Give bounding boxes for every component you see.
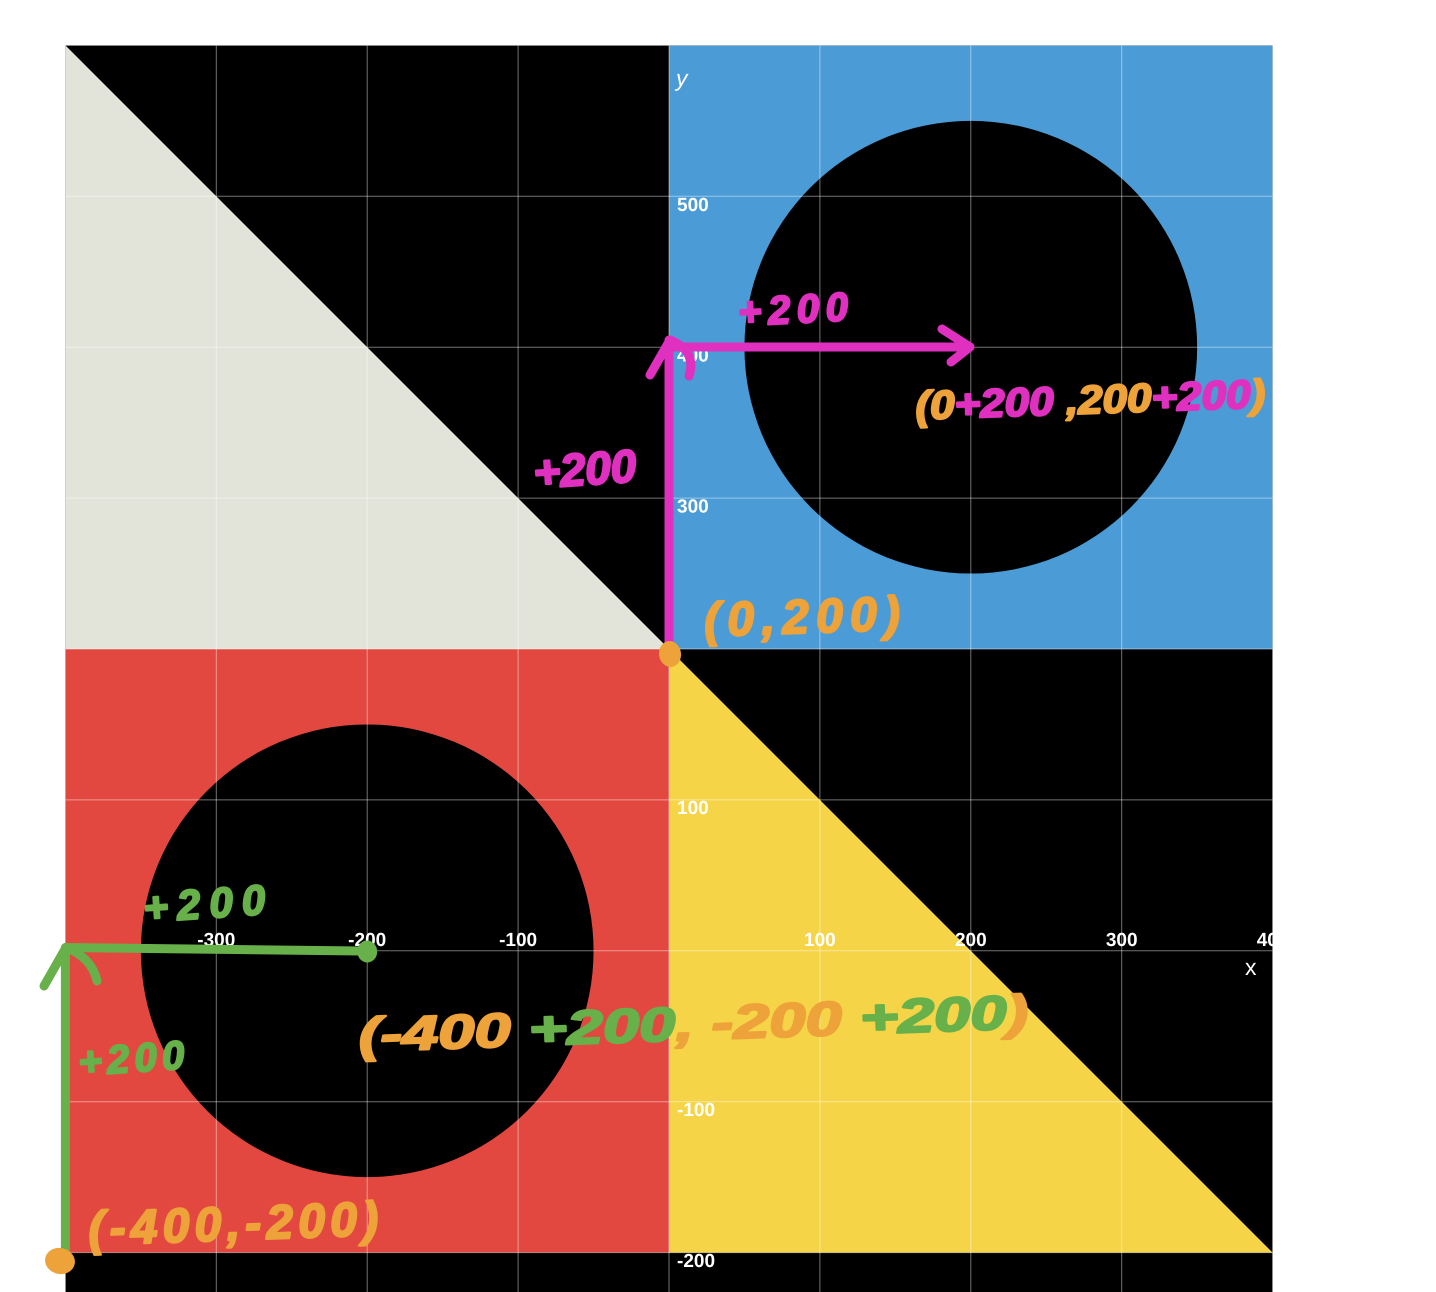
svg-text:-200: -200 (677, 1251, 715, 1272)
svg-text:x: x (1245, 954, 1257, 980)
svg-text:+200: +200 (531, 439, 638, 498)
svg-text:500: 500 (677, 195, 709, 216)
svg-text:-100: -100 (677, 1100, 715, 1121)
svg-text:(0,200): (0,200) (703, 588, 901, 648)
svg-text:100: 100 (804, 930, 836, 951)
svg-text:200: 200 (955, 930, 987, 951)
svg-text:(-400,-200): (-400,-200) (87, 1193, 379, 1256)
svg-text:100: 100 (677, 798, 709, 819)
svg-text:y: y (674, 65, 689, 91)
svg-text:400: 400 (1257, 930, 1289, 951)
svg-text:300: 300 (1106, 930, 1138, 951)
svg-text:-100: -100 (499, 930, 537, 951)
svg-text:300: 300 (677, 497, 709, 518)
